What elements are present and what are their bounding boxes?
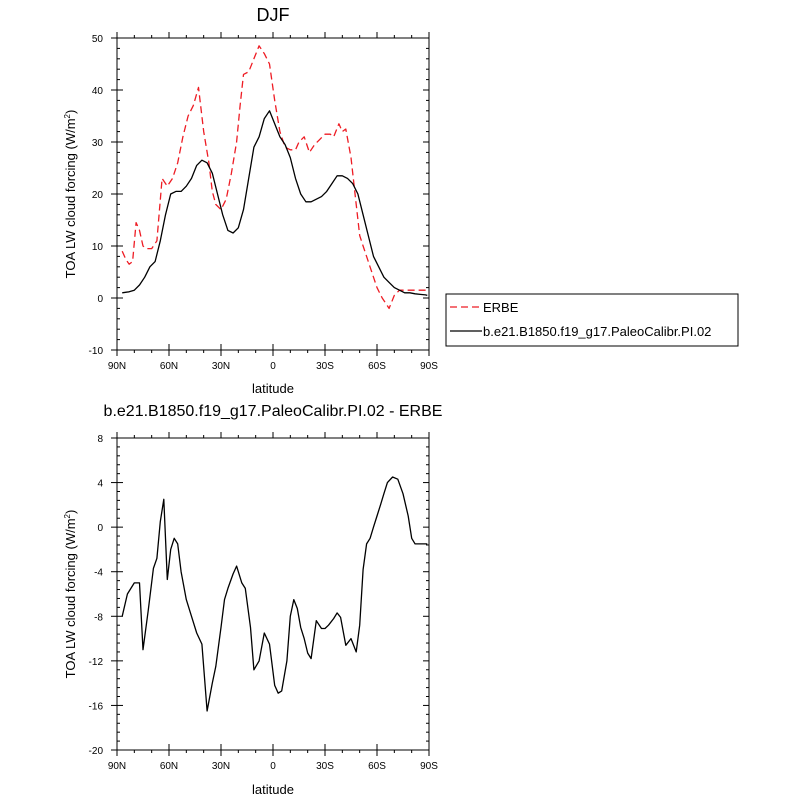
top-series-group (121, 45, 428, 310)
top-series-line-model (122, 110, 428, 297)
bottom-y-tick-label: -8 (94, 612, 103, 623)
top-y-label-sup: 2 (63, 113, 72, 118)
bottom-x-axis: 90N 60N 30N 0 30S 60S 90S (108, 432, 438, 772)
top-title: DJF (257, 5, 290, 25)
top-panel: DJF -10 0 10 20 30 40 50 90N 60N 30N 0 30S 60S 90S l… (63, 5, 438, 396)
bottom-x-tick-label: 60N (160, 761, 178, 772)
top-y-tick-label: 30 (92, 138, 104, 149)
bottom-y-label-close: ) (63, 510, 78, 514)
bottom-y-tick-label: -16 (89, 701, 104, 712)
bottom-plot-frame (116, 437, 430, 751)
top-y-axis: -10 0 10 20 30 40 50 (89, 34, 429, 357)
top-x-axis: 90N 60N 30N 0 30S 60S 90S (108, 32, 438, 372)
top-x-tick-label: 90N (108, 361, 126, 372)
top-x-tick-label: 30N (212, 361, 230, 372)
top-x-tick-label: 60S (368, 361, 386, 372)
top-series-line-erbe (121, 45, 428, 310)
bottom-x-tick-label: 30N (212, 761, 230, 772)
legend-label-erbe: ERBE (483, 300, 519, 315)
bottom-y-axis: -20 -16 -12 -8 -4 0 4 8 (89, 434, 429, 757)
top-y-axis-label: TOA LW cloud forcing (W/m2) (63, 110, 78, 279)
top-y-tick-label: 0 (97, 294, 103, 305)
top-y-tick-label: 50 (92, 34, 104, 45)
bottom-y-label-text: TOA LW cloud forcing (W/m (63, 518, 78, 678)
top-x-tick-label: 0 (270, 361, 276, 372)
top-y-tick-label: -10 (89, 346, 104, 357)
bottom-title: b.e21.B1850.f19_g17.PaleoCalibr.PI.02 - … (104, 403, 443, 420)
legend: ERBE b.e21.B1850.f19_g17.PaleoCalibr.PI.… (445, 293, 739, 347)
top-x-tick-label: 90S (420, 361, 438, 372)
bottom-x-axis-label: latitude (252, 782, 294, 797)
bottom-panel: b.e21.B1850.f19_g17.PaleoCalibr.PI.02 - … (63, 403, 442, 797)
bottom-x-tick-label: 60S (368, 761, 386, 772)
bottom-y-tick-label: 0 (97, 523, 103, 534)
bottom-y-label-sup: 2 (63, 513, 72, 518)
bottom-y-tick-label: -20 (89, 746, 104, 757)
top-y-tick-label: 40 (92, 86, 104, 97)
bottom-y-tick-label: 8 (97, 434, 103, 445)
bottom-x-tick-label: 90N (108, 761, 126, 772)
top-y-tick-label: 10 (92, 242, 104, 253)
top-x-tick-label: 60N (160, 361, 178, 372)
bottom-x-tick-label: 30S (316, 761, 334, 772)
top-y-tick-label: 20 (92, 190, 104, 201)
bottom-x-tick-label: 90S (420, 761, 438, 772)
top-y-label-close: ) (63, 110, 78, 114)
bottom-y-tick-label: -4 (94, 568, 103, 579)
legend-box (445, 293, 739, 347)
top-y-label-text: TOA LW cloud forcing (W/m (63, 118, 78, 278)
bottom-y-tick-label: 4 (97, 479, 103, 490)
bottom-y-axis-label: TOA LW cloud forcing (W/m2) (63, 510, 78, 679)
bottom-series-group (121, 476, 428, 712)
bottom-x-tick-label: 0 (270, 761, 276, 772)
top-x-tick-label: 30S (316, 361, 334, 372)
top-x-axis-label: latitude (252, 381, 294, 396)
bottom-y-tick-label: -12 (89, 657, 104, 668)
bottom-series-line-difference (121, 476, 428, 712)
legend-label-model: b.e21.B1850.f19_g17.PaleoCalibr.PI.02 (483, 324, 711, 339)
